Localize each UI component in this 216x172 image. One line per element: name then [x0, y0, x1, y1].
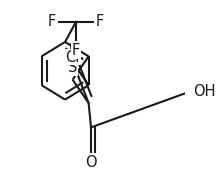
Text: OH: OH: [193, 84, 215, 99]
Text: S: S: [68, 60, 77, 75]
Text: O: O: [85, 155, 97, 170]
Text: F: F: [48, 14, 56, 29]
Text: Cl: Cl: [65, 50, 80, 64]
Text: F: F: [72, 43, 80, 58]
Text: F: F: [96, 14, 104, 29]
